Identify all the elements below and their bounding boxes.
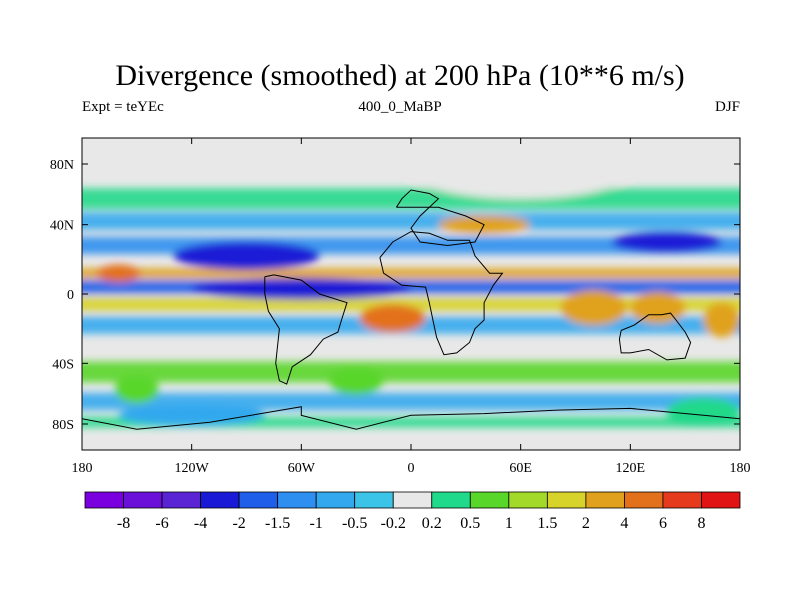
- colorbar-label: -0.5: [342, 515, 367, 532]
- colorbar-label: 2: [582, 515, 590, 532]
- colorbar: -8 -6 -4 -2 -1.5 -1 -0.5 -0.2 0.2 0.5 1 1.5 2 4 6 8: [84, 491, 741, 532]
- x-tick-label: 60E: [509, 461, 532, 476]
- field-blob: [359, 304, 426, 333]
- y-tick-label: 0: [67, 288, 74, 303]
- colorbar-label: -1: [310, 515, 323, 532]
- y-tick-label: 80N: [50, 158, 74, 173]
- colorbar-label: 1: [505, 515, 513, 532]
- coastline: [395, 189, 485, 247]
- zonal-band: [82, 361, 740, 383]
- field-blob: [328, 366, 384, 395]
- y-tick-label: 80S: [52, 418, 74, 433]
- field-blob: [96, 264, 141, 282]
- coastlines: [82, 189, 740, 430]
- x-tick-label: 180: [730, 461, 751, 476]
- field-blob: [630, 292, 686, 324]
- colorbar-label: 4: [620, 515, 628, 532]
- colorbar-label: 6: [659, 515, 667, 532]
- coastline: [264, 274, 348, 385]
- colorbar-swatch: [277, 491, 317, 509]
- subtitle-center: 400_0_MaBP: [358, 99, 442, 115]
- field-blob: [191, 278, 411, 300]
- colorbar-label: -2: [232, 515, 245, 532]
- x-tick-label: 60W: [288, 461, 316, 476]
- colorbar-swatch: [546, 491, 587, 509]
- coastline: [379, 231, 504, 356]
- zonal-band: [82, 268, 740, 279]
- chart-title: Divergence (smoothed) at 200 hPa (10**6 …: [115, 59, 685, 92]
- colorbar-swatch: [392, 491, 433, 509]
- field-blob: [118, 404, 265, 426]
- colorbar-swatch: [315, 491, 356, 509]
- colorbar-label: 8: [697, 515, 705, 532]
- y-tick-label: 40S: [52, 357, 74, 372]
- x-tick-label: 120E: [616, 461, 646, 476]
- colorbar-swatch: [431, 491, 471, 509]
- colorbar-swatch: [508, 491, 548, 509]
- colorbar-label: -0.2: [381, 515, 406, 532]
- colorbar-label: 0.2: [422, 515, 442, 532]
- zonal-band: [82, 212, 740, 230]
- zonal-band: [82, 392, 740, 411]
- colorbar-label: 1.5: [537, 515, 557, 532]
- field-blob: [411, 146, 631, 199]
- zonal-band: [82, 280, 740, 294]
- colorbar-label: -4: [194, 515, 207, 532]
- subtitle-right: DJF: [714, 99, 740, 115]
- colorbar-swatch: [123, 491, 163, 509]
- x-tick-label: 0: [408, 461, 415, 476]
- colorbar-swatch: [469, 491, 510, 509]
- field-blob: [666, 398, 740, 426]
- colorbar-swatch: [624, 491, 664, 509]
- field-blob: [560, 290, 627, 326]
- colorbar-label: -6: [155, 515, 168, 532]
- colorbar-swatch: [238, 491, 279, 509]
- zonal-band: [82, 188, 740, 210]
- colorbar-label: -8: [117, 515, 130, 532]
- field-blob: [114, 375, 159, 404]
- y-tick-label: 40N: [50, 219, 74, 234]
- coastline: [82, 406, 740, 430]
- plot-area: [82, 138, 740, 450]
- x-tick-label: 180: [72, 461, 93, 476]
- x-tick-label: 120W: [175, 461, 210, 476]
- colorbar-swatch: [161, 491, 201, 509]
- colorbar-swatch: [354, 491, 394, 509]
- colorbar-swatch: [200, 491, 240, 509]
- coastline: [618, 312, 692, 361]
- field-blob: [703, 302, 740, 338]
- colorbar-swatch: [84, 491, 124, 509]
- colorbar-label: 0.5: [460, 515, 480, 532]
- divergence-field: [82, 146, 740, 428]
- colorbar-swatch: [701, 491, 741, 509]
- field-blob: [173, 242, 320, 270]
- field-blob: [612, 231, 722, 253]
- axes: 180 120W 60W 0 60E 120E 180 80N 40N 0 40S 80S: [50, 138, 751, 476]
- colorbar-swatch: [585, 491, 625, 509]
- zonal-band: [82, 417, 740, 428]
- colorbar-swatch: [662, 491, 702, 509]
- subtitle-left: Expt = teYEc: [82, 99, 164, 115]
- colorbar-label: -1.5: [265, 515, 290, 532]
